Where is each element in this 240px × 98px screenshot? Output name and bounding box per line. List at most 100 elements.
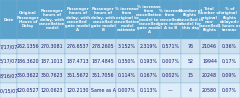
Text: 262.1356: 262.1356 [17, 44, 39, 49]
Bar [160, 0, 181, 39]
Bar [17, 69, 39, 83]
Text: 10/15/07: 10/15/07 [0, 88, 19, 93]
Text: 5/17/07: 5/17/07 [0, 59, 18, 64]
Text: 278.2605: 278.2605 [92, 44, 114, 49]
Bar [65, 83, 90, 98]
Text: % increase
from
original to
cancellation
model
estimate: % increase from original to cancellation… [114, 7, 140, 32]
Text: 0.007%: 0.007% [162, 59, 180, 64]
Bar [0, 54, 17, 69]
Text: 8/16/07: 8/16/07 [0, 73, 18, 78]
Bar [116, 83, 138, 98]
Bar [138, 54, 160, 69]
Bar [219, 83, 240, 98]
Text: 351.7056: 351.7056 [92, 73, 114, 78]
Text: 0.114%: 0.114% [118, 73, 136, 78]
Text: 3.152%: 3.152% [118, 44, 136, 49]
Bar [116, 54, 138, 69]
Text: 0.36%: 0.36% [222, 44, 237, 49]
Text: 120.2130: 120.2130 [66, 88, 89, 93]
Text: 21046: 21046 [202, 44, 217, 49]
Text: 0.17%: 0.17% [222, 59, 237, 64]
Bar [160, 83, 181, 98]
Bar [0, 0, 17, 39]
Text: 351.5672: 351.5672 [66, 73, 89, 78]
Bar [160, 54, 181, 69]
Text: 20248: 20248 [202, 73, 217, 78]
Text: % increase
from
cancelled
gate model
A to B: % increase from cancelled gate model A t… [158, 9, 183, 30]
Text: 0.571%: 0.571% [162, 44, 180, 49]
Text: Date: Date [3, 18, 13, 22]
Text: 0.167%: 0.167% [140, 73, 158, 78]
Bar [181, 83, 200, 98]
Text: 0.193%: 0.193% [140, 59, 158, 64]
Text: 120.0623: 120.0623 [41, 88, 63, 93]
Bar [138, 69, 160, 83]
Text: Number of
flights
cancelled in
model for
this day: Number of flights cancelled in model for… [177, 9, 204, 30]
Text: 15: 15 [187, 73, 193, 78]
Bar [39, 0, 65, 39]
Text: Passenger
hours of
delay, with
cancelled
gate model
A: Passenger hours of delay, with cancelled… [65, 7, 90, 32]
Bar [0, 39, 17, 54]
Text: 2.319%: 2.319% [140, 44, 158, 49]
Text: 276.6537: 276.6537 [66, 44, 89, 49]
Text: 270.3081: 270.3081 [41, 44, 63, 49]
Bar [200, 54, 219, 69]
Text: 0.113%: 0.113% [140, 88, 158, 93]
Bar [39, 83, 65, 98]
Bar [17, 0, 39, 39]
Bar [181, 39, 200, 54]
Text: Same as A: Same as A [90, 88, 116, 93]
Text: Passenger
hours of
delay, with
cancelled
gate model
B: Passenger hours of delay, with cancelled… [91, 7, 115, 32]
Text: 20580: 20580 [202, 88, 217, 93]
Bar [138, 39, 160, 54]
Bar [90, 0, 116, 39]
Text: 350.3622: 350.3622 [17, 73, 39, 78]
Bar [90, 69, 116, 83]
Text: 0.002%: 0.002% [162, 73, 180, 78]
Bar [160, 69, 181, 83]
Text: 186.3620: 186.3620 [17, 59, 39, 64]
Text: % of
original
flights
delayed>
1 hours on
tarmac: % of original flights delayed> 1 hours o… [218, 7, 240, 32]
Bar [219, 69, 240, 83]
Text: 187.1013: 187.1013 [41, 59, 63, 64]
Bar [39, 69, 65, 83]
Bar [219, 54, 240, 69]
Bar [39, 54, 65, 69]
Text: % increase
from
cancellation
model to
cancelled
gate model
A: % increase from cancellation model to ca… [136, 5, 162, 34]
Text: 19944: 19944 [202, 59, 217, 64]
Bar [90, 83, 116, 98]
Bar [17, 54, 39, 69]
Text: 187.4713: 187.4713 [66, 59, 89, 64]
Bar [90, 39, 116, 54]
Text: 350.7623: 350.7623 [41, 73, 63, 78]
Bar [219, 0, 240, 39]
Text: Original
Passenger
Hours of
Delay: Original Passenger Hours of Delay [17, 11, 39, 28]
Bar [65, 0, 90, 39]
Bar [39, 39, 65, 54]
Bar [160, 39, 181, 54]
Bar [138, 0, 160, 39]
Bar [219, 39, 240, 54]
Bar [138, 83, 160, 98]
Text: 52: 52 [187, 59, 193, 64]
Bar [65, 69, 90, 83]
Bar [0, 69, 17, 83]
Bar [65, 39, 90, 54]
Text: 4: 4 [189, 88, 192, 93]
Bar [181, 54, 200, 69]
Bar [200, 69, 219, 83]
Bar [200, 83, 219, 98]
Text: Passenger
hours of
delay, with
cancellation
model: Passenger hours of delay, with cancellat… [39, 9, 65, 30]
Bar [0, 83, 17, 98]
Text: Total
number of
original
non-
cancelled
flights: Total number of original non- cancelled … [198, 7, 221, 32]
Text: —: — [168, 88, 173, 93]
Text: 0.350%: 0.350% [118, 59, 136, 64]
Bar [200, 0, 219, 39]
Bar [65, 54, 90, 69]
Bar [200, 39, 219, 54]
Text: 187.4845: 187.4845 [92, 59, 114, 64]
Text: 76: 76 [187, 44, 193, 49]
Bar [90, 54, 116, 69]
Text: 7/17/07: 7/17/07 [0, 44, 18, 49]
Text: 120.0527: 120.0527 [17, 88, 39, 93]
